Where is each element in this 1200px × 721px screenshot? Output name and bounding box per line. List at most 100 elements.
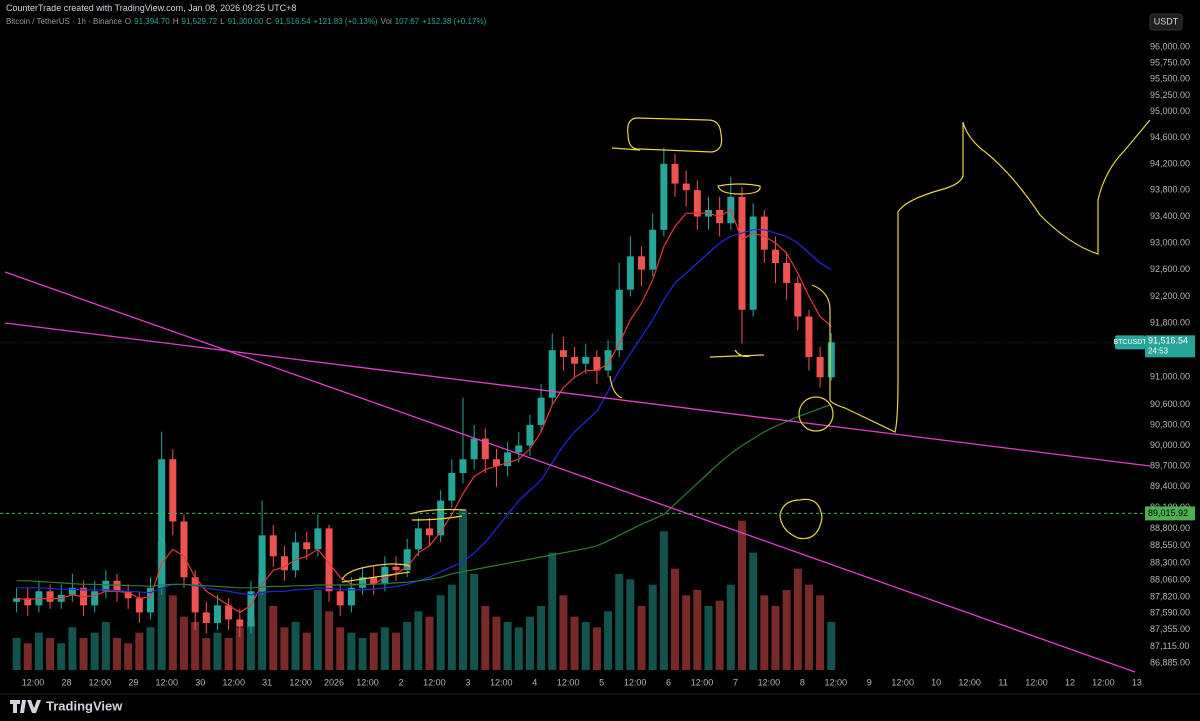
volume-bar [168, 595, 177, 670]
volume-bar [191, 622, 200, 670]
volume-bar [570, 616, 579, 670]
candle-body [258, 535, 266, 592]
candle-body [359, 577, 367, 588]
volume-bar [23, 643, 32, 670]
volume-bar [648, 584, 657, 670]
volume-bar [514, 627, 523, 670]
volume-bar [302, 632, 311, 670]
candle-body [68, 587, 76, 595]
x-tick-label: 30 [195, 677, 205, 687]
highlight-shape [611, 117, 723, 153]
y-tick-label: 92,200.00 [1150, 291, 1190, 301]
volume-bar [637, 606, 646, 670]
candle-body [626, 256, 634, 290]
volume-bar [693, 590, 702, 670]
candle-body [816, 356, 824, 378]
y-tick-label: 87,355.00 [1150, 624, 1190, 634]
y-tick-label: 87,590.00 [1150, 607, 1190, 617]
volume-bar [347, 632, 356, 670]
volume-bar [34, 632, 43, 670]
volume-bar [235, 627, 244, 670]
candle-body [158, 459, 166, 588]
candle-body [370, 577, 378, 585]
candle-body [548, 350, 556, 398]
candle-body [280, 556, 288, 571]
candle-body [682, 183, 690, 191]
candle-body [202, 612, 210, 623]
volume-bar [336, 627, 345, 670]
x-tick-label: 12:00 [490, 677, 513, 687]
currency-button[interactable] [1149, 13, 1183, 31]
x-tick-label: 12:00 [1025, 677, 1048, 687]
x-tick-label: 12:00 [758, 677, 781, 687]
x-tick-label: 29 [128, 677, 138, 687]
candle-body [392, 566, 400, 571]
candle-layer [13, 147, 835, 638]
y-tick-label: 90,600.00 [1150, 399, 1190, 409]
y-tick-label: 91,000.00 [1150, 372, 1190, 382]
highlight-shape [609, 375, 623, 399]
volume-bar [671, 568, 680, 670]
x-tick-label: 6 [666, 677, 671, 687]
x-tick-label: 12 [1065, 677, 1075, 687]
x-tick-label: 5 [599, 677, 604, 687]
moving-average [16, 229, 832, 596]
candle-body [414, 528, 422, 550]
price-change: +121.83 (+0.13%) [313, 17, 378, 26]
candle-body [604, 350, 612, 371]
y-tick-label: 88,800.00 [1150, 523, 1190, 533]
volume-bar [12, 638, 21, 670]
legend-header: Bitcoin / TetherUS · 1h · Binance O 91,394… [6, 17, 486, 26]
ohlc-key: L [220, 17, 225, 26]
volume-bar [90, 632, 99, 670]
y-tick-label: 94,600.00 [1150, 132, 1190, 142]
moving-average [16, 403, 832, 589]
candle-body [693, 190, 701, 217]
x-tick-label: 12:00 [222, 677, 245, 687]
x-tick-label: 12:00 [89, 677, 112, 687]
x-tick-label: 12:00 [22, 677, 45, 687]
y-tick-label: 93,400.00 [1150, 211, 1190, 221]
y-tick-label: 91,800.00 [1150, 318, 1190, 328]
watermark: CounterTrade created with TradingView.co… [6, 3, 297, 13]
candle-body [426, 528, 433, 536]
y-tick-label: 88,550.00 [1150, 540, 1190, 550]
candle-body [582, 356, 590, 364]
volume-bar [737, 520, 746, 670]
y-tick-label: 95,000.00 [1150, 106, 1190, 116]
volume-bar [604, 611, 613, 670]
volume-bar [403, 622, 412, 670]
volume-bar [213, 632, 222, 670]
x-tick-label: 12:00 [156, 677, 179, 687]
candle-body [325, 528, 333, 592]
volume-bar [816, 595, 825, 670]
ohlc-value: 91,300.00 [227, 17, 264, 26]
x-tick-label: 12:00 [289, 677, 312, 687]
volume-layer [12, 510, 836, 670]
y-tick-label: 90,000.00 [1150, 440, 1190, 450]
candle-body [303, 542, 311, 550]
x-tick-label: 8 [800, 677, 805, 687]
volume-bar [447, 584, 456, 670]
candle-body [13, 598, 21, 602]
volume-bar [392, 632, 401, 670]
volume-bar [57, 643, 66, 670]
drawings [4, 117, 1151, 673]
x-tick-label: 12:00 [557, 677, 580, 687]
symbol-tag [1115, 335, 1145, 350]
price-axis [1145, 0, 1200, 721]
y-tick-label: 93,000.00 [1150, 237, 1190, 247]
volume-bar [615, 574, 624, 670]
volume-bar [280, 627, 289, 670]
candle-body [24, 598, 32, 606]
candle-body [794, 283, 802, 317]
volume-bar [804, 584, 813, 670]
x-tick-label: 31 [262, 677, 272, 687]
brand-name: TradingView [46, 698, 123, 713]
candle-body [437, 500, 445, 536]
candle-body [481, 438, 489, 460]
candle-body [749, 216, 757, 310]
candle-body [504, 452, 512, 467]
